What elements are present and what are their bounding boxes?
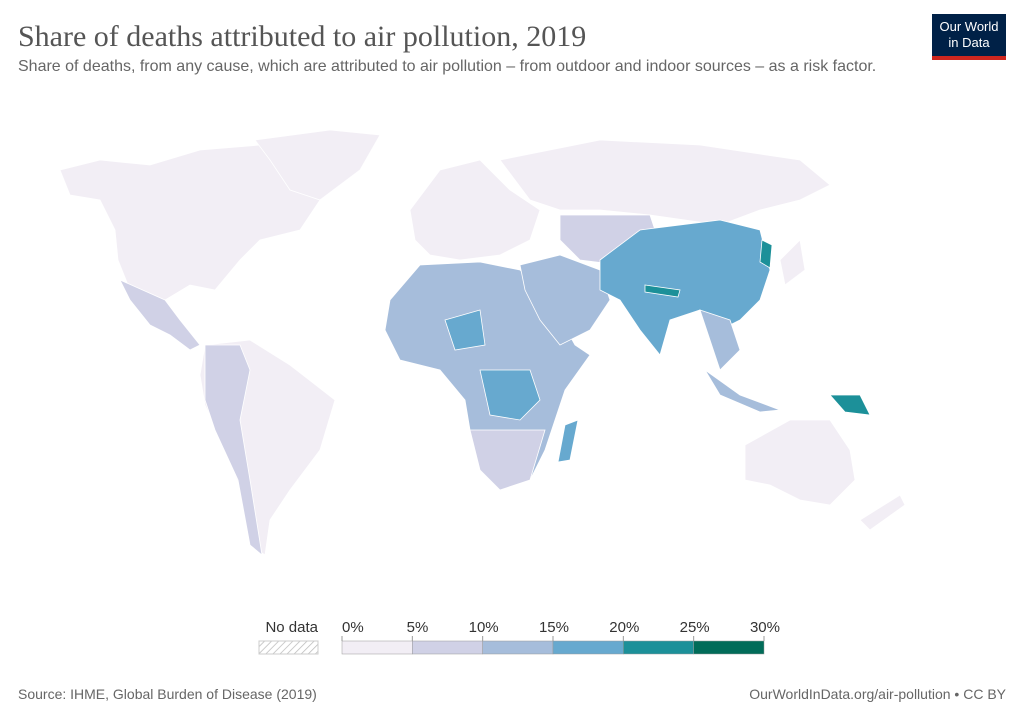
country	[519, 254, 611, 346]
country	[759, 239, 773, 269]
legend-tick-label: 15%	[539, 619, 569, 636]
legend-tick-label: 20%	[609, 619, 639, 636]
legend-swatch	[482, 640, 554, 655]
legend-no-data-swatch	[258, 640, 319, 655]
logo-text: in Data	[948, 35, 990, 50]
country	[469, 429, 546, 491]
legend-swatch	[623, 640, 694, 655]
legend-tick-label: 25%	[680, 619, 710, 636]
country	[859, 494, 906, 531]
country	[829, 394, 871, 416]
legend-swatch	[412, 640, 483, 655]
legend-tick-label: 30%	[750, 619, 780, 636]
country	[409, 159, 541, 261]
url: OurWorldInData.org/air-pollution • CC BY	[749, 686, 1006, 702]
logo-text: Our World	[940, 19, 999, 34]
country	[557, 419, 579, 463]
country	[59, 144, 321, 321]
country	[444, 309, 486, 351]
country	[204, 344, 263, 556]
country	[744, 419, 856, 506]
legend-no-data-label: No data	[265, 619, 318, 636]
country	[499, 139, 831, 226]
country	[479, 369, 541, 421]
source: Source: IHME, Global Burden of Disease (…	[18, 686, 317, 702]
country	[704, 369, 781, 413]
subtitle: Share of deaths, from any cause, which a…	[18, 58, 876, 75]
legend-tick-label: 10%	[469, 619, 499, 636]
country	[119, 279, 201, 351]
legend-swatch	[552, 640, 624, 655]
legend-swatch	[693, 640, 765, 655]
title: Share of deaths attributed to air pollut…	[18, 20, 586, 53]
legend: 0% 5% 10% 15% 20% 25% 30%	[341, 619, 780, 655]
country	[779, 239, 806, 286]
country	[699, 309, 741, 371]
country	[254, 129, 381, 201]
country	[644, 284, 681, 298]
legend-tick-label: 0%	[342, 619, 364, 636]
world-map	[59, 129, 906, 556]
logo[interactable]: Our World in Data	[932, 14, 1006, 60]
logo-bar	[932, 56, 1006, 60]
legend-tick-label: 5%	[407, 619, 429, 636]
logo-box	[932, 14, 1006, 56]
legend-swatch	[341, 640, 413, 655]
